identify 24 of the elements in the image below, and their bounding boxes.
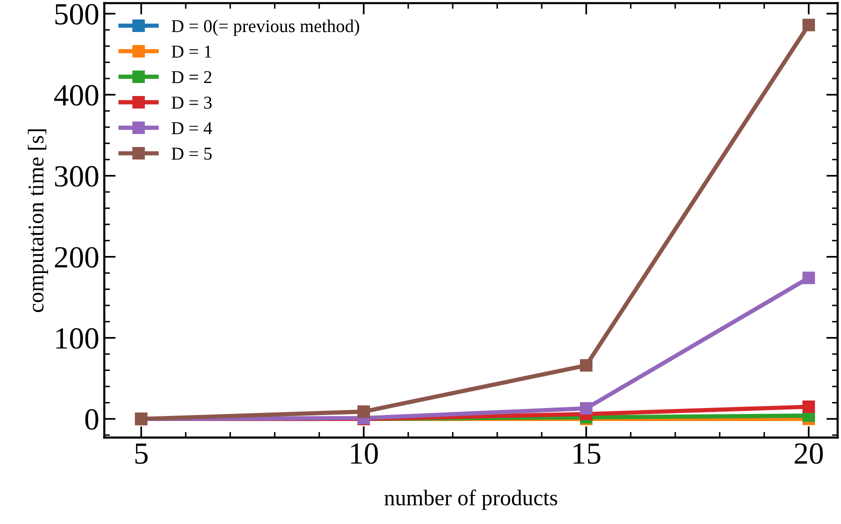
legend-label: D = 2 <box>172 71 212 84</box>
legend-label: D = 5 <box>172 148 212 160</box>
legend-label: D = 0(= previous method) <box>172 20 360 36</box>
point <box>802 272 815 284</box>
legend-label: D = 3 <box>172 96 212 109</box>
x-tick-label: 20 <box>794 443 823 464</box>
legend-label: D = 1 <box>172 46 212 58</box>
y-tick-label: 300 <box>55 166 98 187</box>
y-tick-label: 400 <box>54 85 98 106</box>
x-tick-label: 5 <box>135 444 148 464</box>
point <box>802 400 815 413</box>
y-tick-label: 500 <box>55 4 98 25</box>
y-axis-title: computation time [s] <box>28 129 48 312</box>
y-tick-label: 200 <box>54 247 98 268</box>
y-tick-label: 100 <box>56 328 98 349</box>
x-axis-title: number of products <box>384 490 558 510</box>
point <box>802 18 815 32</box>
x-tick-label: 15 <box>574 443 600 464</box>
y-tick-label: 0 <box>85 409 98 430</box>
x-tick-label: 10 <box>351 443 378 464</box>
point <box>580 402 592 415</box>
point <box>357 405 370 418</box>
point <box>580 359 592 372</box>
legend-label: D = 4 <box>172 122 212 134</box>
